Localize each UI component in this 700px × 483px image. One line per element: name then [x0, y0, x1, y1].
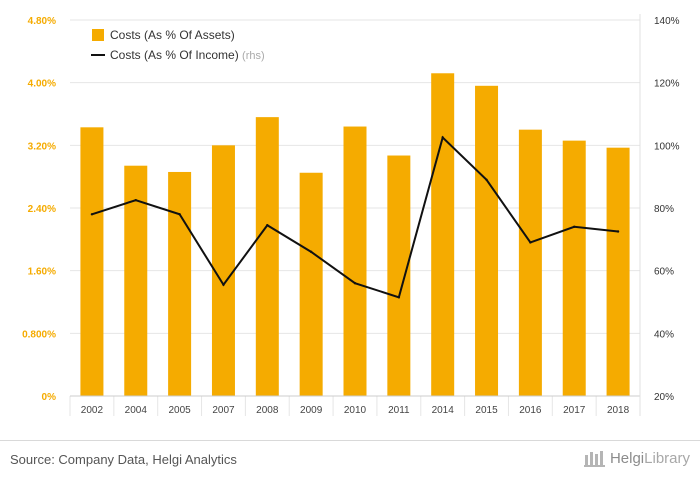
bar-2008 [255, 117, 279, 396]
bar-series [80, 73, 630, 397]
line-point-2016 [529, 241, 532, 244]
line-point-2005 [178, 213, 181, 216]
bar-2014 [431, 73, 455, 397]
legend-rhs-note: (rhs) [242, 50, 265, 62]
left-tick-label: 4.00% [28, 79, 56, 90]
bar-2010 [343, 126, 367, 397]
x-tick-label: 2018 [607, 405, 630, 416]
line-point-2014 [441, 136, 444, 139]
x-tick-label: 2016 [519, 405, 542, 416]
legend-label-line: Costs (As % Of Income) (rhs) [110, 48, 265, 62]
x-tick-label: 2014 [432, 405, 455, 416]
line-point-2018 [616, 230, 620, 233]
source-note: Source: Company Data, Helgi Analytics [10, 452, 237, 467]
x-tick-label: 2005 [168, 405, 191, 416]
right-tick-label: 60% [654, 267, 674, 278]
line-point-2017 [573, 225, 576, 228]
left-tick-label: 0.800% [22, 329, 56, 340]
bar-2011 [387, 155, 411, 396]
line-point-2010 [353, 282, 357, 285]
left-tick-label: 3.20% [28, 141, 56, 152]
bar-2016 [518, 129, 542, 396]
bar-2009 [299, 172, 323, 396]
left-tick-label: 0% [42, 392, 57, 403]
left-tick-label: 1.60% [28, 267, 56, 278]
line-point-2007 [222, 283, 225, 286]
brand-helgi: Helgi [609, 449, 645, 467]
bar-2007 [211, 145, 235, 396]
footer-divider [0, 440, 700, 441]
bar-2017 [562, 140, 586, 396]
library-icon [583, 451, 605, 467]
x-tick-label: 2007 [212, 405, 235, 416]
line-point-2009 [309, 250, 313, 254]
brand-logo: Helgi Library [583, 449, 690, 467]
line-point-2015 [485, 178, 488, 181]
line-series [90, 135, 620, 299]
bar-2004 [124, 165, 148, 396]
line-point-2011 [397, 296, 401, 299]
right-tick-label: 120% [654, 79, 680, 90]
x-tick-label: 2009 [300, 405, 323, 416]
legend-label-bar: Costs (As % Of Assets) [110, 28, 235, 42]
right-tick-label: 100% [654, 141, 680, 152]
bar-2002 [80, 127, 104, 397]
x-tick-label: 2017 [563, 405, 586, 416]
brand-library: Library [644, 449, 690, 467]
right-tick-label: 80% [654, 204, 674, 215]
legend: Costs (As % Of Assets) Costs (As % Of Inc… [91, 28, 265, 62]
line-point-2008 [266, 224, 269, 227]
bar-2018 [606, 147, 630, 396]
left-tick-label: 4.80% [28, 16, 56, 27]
legend-swatch-bar [92, 29, 104, 41]
axes: 0% 0.800% 1.60% 2.40% 3.20% 4.00% 4.80% 20% 40% 6… [22, 14, 680, 416]
x-tick-label: 2011 [388, 405, 410, 416]
line-point-2002 [90, 213, 94, 216]
line-point-2004 [134, 198, 137, 202]
combo-chart: 0% 0.800% 1.60% 2.40% 3.20% 4.00% 4.80% 20% 40% 6… [22, 14, 680, 416]
x-tick-label: 2015 [475, 405, 498, 416]
left-tick-label: 2.40% [28, 204, 56, 215]
x-tick-label: 2002 [81, 405, 104, 416]
right-tick-label: 140% [654, 16, 680, 27]
x-tick-label: 2010 [344, 405, 367, 416]
right-tick-label: 20% [654, 392, 674, 403]
right-tick-label: 40% [654, 329, 674, 340]
bar-2005 [168, 171, 192, 396]
x-tick-label: 2008 [256, 405, 279, 416]
bar-2015 [475, 85, 499, 397]
x-tick-label: 2004 [125, 405, 148, 416]
